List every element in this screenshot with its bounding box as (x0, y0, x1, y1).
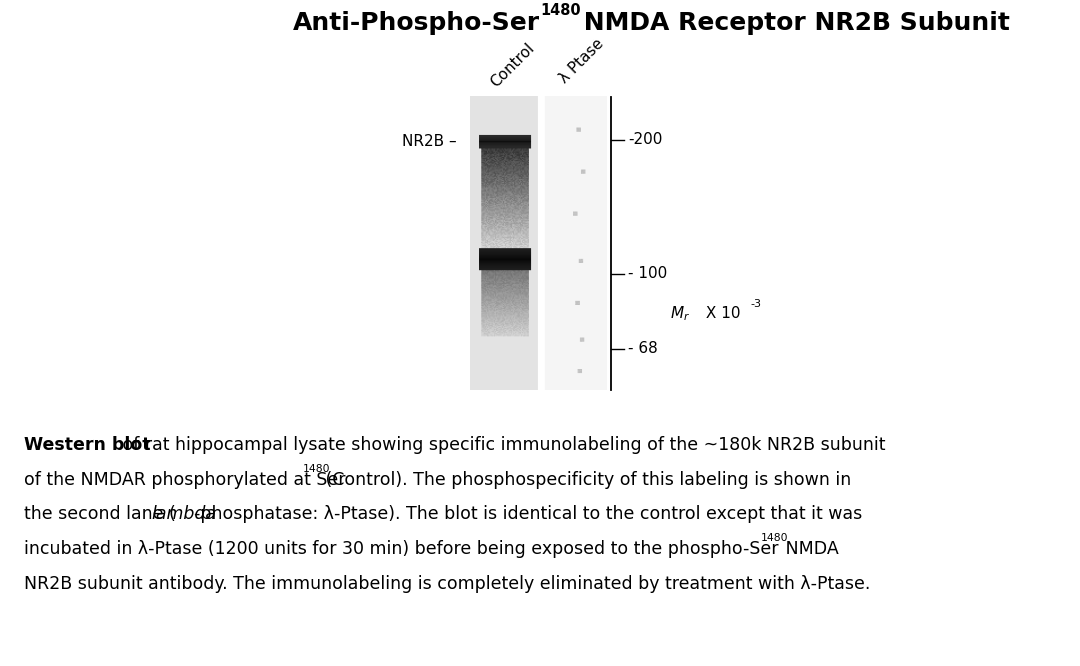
Text: NMDA: NMDA (780, 540, 838, 558)
Text: -200: -200 (629, 133, 663, 147)
Text: X 10: X 10 (701, 306, 740, 322)
Text: 1480: 1480 (760, 533, 787, 543)
Text: incubated in λ-Ptase (1200 units for 30 min) before being exposed to the phospho: incubated in λ-Ptase (1200 units for 30 … (24, 540, 779, 558)
Text: of rat hippocampal lysate showing specific immunolabeling of the ~180k NR2B subu: of rat hippocampal lysate showing specif… (117, 436, 886, 454)
Text: NMDA Receptor NR2B Subunit: NMDA Receptor NR2B Subunit (575, 11, 1010, 35)
Text: NR2B subunit antibody. The immunolabeling is completely eliminated by treatment : NR2B subunit antibody. The immunolabelin… (24, 575, 870, 593)
Text: 1480: 1480 (302, 464, 329, 474)
Text: (Control). The phosphospecificity of this labeling is shown in: (Control). The phosphospecificity of thi… (320, 471, 851, 489)
Text: - 100: - 100 (629, 266, 667, 282)
Text: λ Ptase: λ Ptase (557, 37, 607, 87)
Text: of the NMDAR phosphorylated at Ser: of the NMDAR phosphorylated at Ser (24, 471, 346, 489)
Text: Control: Control (487, 40, 537, 90)
Text: lambda: lambda (151, 505, 217, 523)
Text: NR2B –: NR2B – (402, 135, 457, 149)
Text: -phosphatase: λ-Ptase). The blot is identical to the control except that it was: -phosphatase: λ-Ptase). The blot is iden… (194, 505, 863, 523)
Text: Anti-Phospho-Ser: Anti-Phospho-Ser (293, 11, 540, 35)
Text: the second lane (: the second lane ( (24, 505, 176, 523)
Text: -3: -3 (751, 299, 761, 309)
Text: 1480: 1480 (540, 3, 581, 19)
Text: $M_r$: $M_r$ (671, 304, 690, 323)
Text: - 68: - 68 (629, 341, 658, 356)
Text: Western blot: Western blot (24, 436, 150, 454)
